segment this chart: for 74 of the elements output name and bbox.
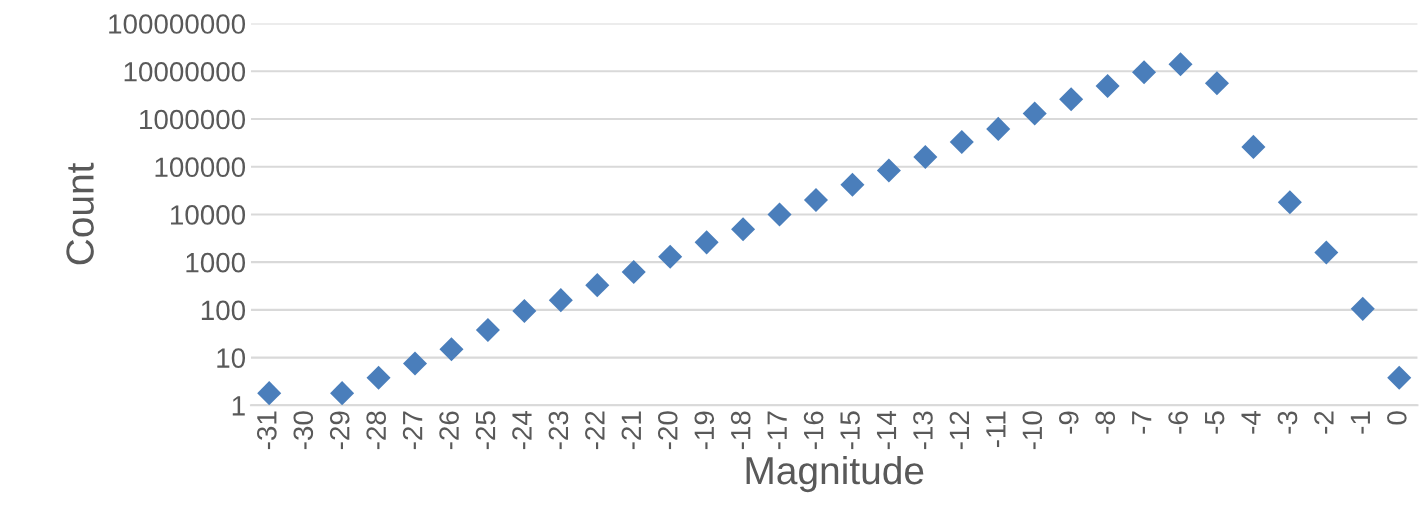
point (1350, 296, 1375, 321)
point (1387, 365, 1412, 390)
x-tick-label: -13 (913, 411, 933, 450)
y-tick-label: 100 (201, 300, 246, 321)
point (1168, 52, 1193, 77)
x-tick-label: -23 (548, 411, 569, 450)
x-tick-label: -27 (402, 411, 423, 450)
x-tick-label: -18 (730, 411, 751, 450)
y-tick-label: 10000 (171, 205, 246, 225)
y-tick-label: 100000 (155, 157, 246, 178)
point (585, 273, 610, 298)
x-tick-label: -31 (256, 411, 277, 450)
x-tick-label: -29 (329, 411, 350, 450)
point (330, 381, 355, 406)
x-tick-label: -17 (767, 411, 787, 450)
x-tick-label: -19 (694, 411, 715, 450)
x-tick-label: -4 (1241, 411, 1261, 434)
point (1059, 87, 1084, 112)
x-tick-label: -8 (1095, 411, 1116, 434)
x-tick-label: -22 (585, 411, 605, 450)
x-tick-label: -14 (876, 411, 897, 450)
point (1022, 101, 1047, 126)
x-tick-label: -21 (621, 411, 641, 450)
point (621, 260, 646, 285)
point (1204, 71, 1229, 96)
point (1241, 134, 1266, 159)
x-tick-label: -2 (1314, 411, 1334, 434)
x-tick-label: -10 (1022, 411, 1043, 450)
x-tick-label: -26 (439, 411, 459, 450)
y-tick-label: 10000000 (124, 61, 246, 82)
x-tick-label: -9 (1058, 411, 1079, 434)
x-tick-label: -3 (1277, 411, 1298, 434)
point (1132, 60, 1157, 85)
x-tick-label: -5 (1205, 411, 1225, 434)
point (1314, 240, 1339, 265)
point (913, 144, 938, 169)
point (257, 381, 282, 406)
x-tick-label: -15 (840, 411, 860, 450)
x-tick-label: -11 (986, 411, 1006, 448)
y-axis-title: Count (66, 162, 94, 265)
point (767, 202, 792, 227)
y-tick-label: 1 (232, 396, 245, 416)
point (840, 172, 865, 197)
point (986, 116, 1011, 141)
x-tick-label: -12 (949, 411, 969, 450)
point (658, 244, 683, 269)
x-tick-label: -28 (366, 411, 387, 450)
x-tick-label: 0 (1387, 411, 1407, 425)
x-axis-title: Magnitude (746, 455, 924, 493)
point (1277, 190, 1302, 215)
y-tick-label: 10 (217, 348, 246, 368)
point (475, 317, 500, 342)
point (731, 217, 756, 242)
x-tick-label: -6 (1168, 411, 1188, 434)
point (876, 158, 901, 183)
x-tick-label: -25 (475, 411, 496, 450)
x-tick-label: -16 (803, 411, 824, 450)
x-tick-label: -24 (512, 411, 532, 450)
point (439, 337, 464, 362)
x-tick-label: -7 (1132, 411, 1152, 434)
x-tick-label: -30 (293, 411, 314, 450)
point (512, 298, 537, 323)
y-tick-label: 1000 (186, 252, 246, 273)
x-tick-label: -1 (1350, 411, 1370, 434)
y-tick-label: 100000000 (109, 14, 246, 34)
y-tick-label: 1000000 (140, 109, 246, 130)
point (548, 288, 573, 313)
point (694, 230, 719, 255)
point (366, 365, 391, 390)
point (803, 188, 829, 213)
x-tick-label: -20 (657, 411, 678, 450)
point (1095, 74, 1120, 99)
point (402, 351, 428, 376)
point (949, 129, 974, 154)
